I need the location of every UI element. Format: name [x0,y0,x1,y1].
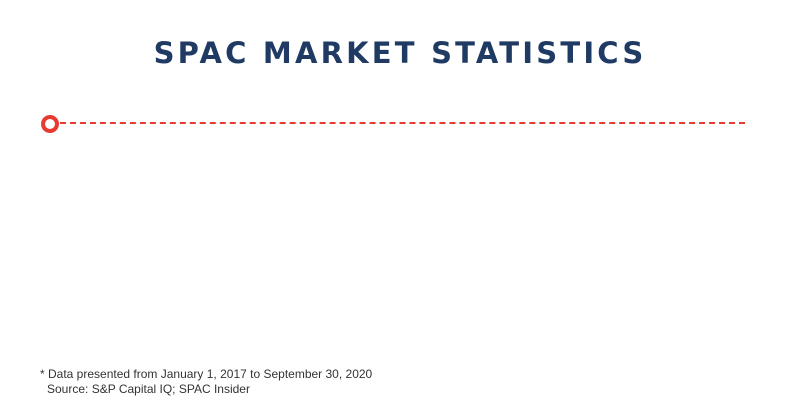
timeline [40,114,745,134]
timeline-start-marker [41,115,59,133]
footnote-source: Source: S&P Capital IQ; SPAC Insider [47,382,250,396]
footnote: * Data presented from January 1, 2017 to… [40,367,372,397]
timeline-dashed-line [60,122,745,124]
footnote-data-range: * Data presented from January 1, 2017 to… [40,367,373,381]
page-title: SPAC MARKET STATISTICS [153,36,647,71]
